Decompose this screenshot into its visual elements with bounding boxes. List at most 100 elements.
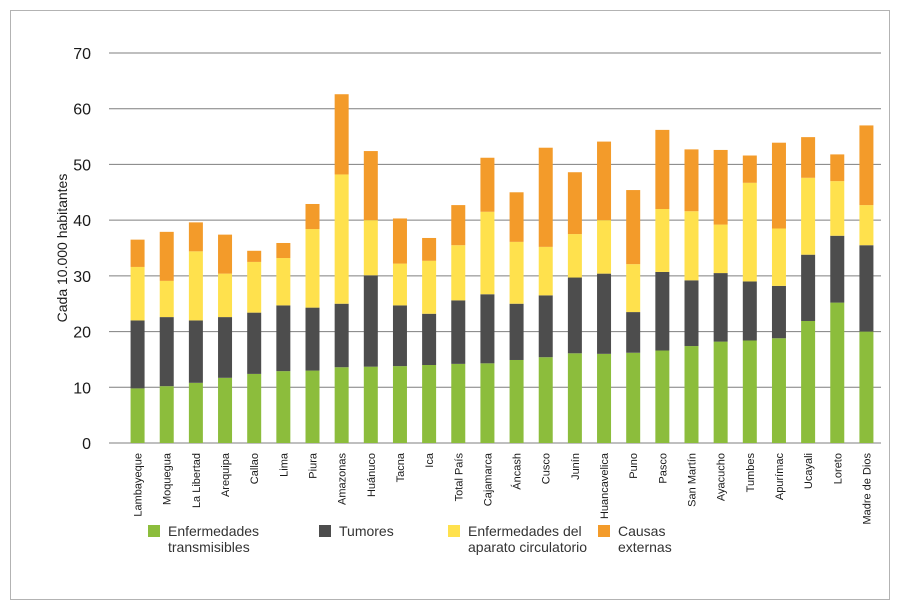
- x-tick-label: Pasco: [657, 453, 669, 484]
- bar-segment: [830, 302, 845, 443]
- legend-swatch: [448, 525, 460, 537]
- bar-segment: [509, 303, 524, 360]
- grid-lines: [109, 52, 881, 444]
- bar-segment: [597, 220, 612, 274]
- bar-segment: [597, 273, 612, 354]
- bar-segment: [655, 209, 670, 272]
- bar-segment: [188, 251, 203, 321]
- bar-segment: [509, 192, 524, 242]
- bar-segment: [626, 352, 641, 443]
- bar-segment: [713, 273, 728, 342]
- bar-segment: [159, 280, 174, 318]
- bar-segment: [771, 338, 786, 443]
- bar-segment: [626, 190, 641, 265]
- x-tick-label: Amazonas: [337, 453, 349, 505]
- bar-segment: [422, 237, 437, 261]
- x-tick-label: Cusco: [541, 453, 553, 484]
- bar-segment: [305, 203, 320, 230]
- x-axis-labels: Lambayeque Moquegua La Libertad Arequipa Cal…: [133, 452, 874, 524]
- bar-segment: [130, 388, 145, 443]
- bar-segment: [859, 205, 874, 246]
- bar-segment: [742, 281, 757, 341]
- bar-segment: [801, 320, 816, 443]
- bar-segment: [830, 181, 845, 236]
- y-tick-label: 0: [82, 436, 91, 453]
- bar-segment: [363, 275, 378, 367]
- bar-segment: [655, 271, 670, 351]
- x-tick-label: Tumbes: [745, 453, 757, 493]
- bar-segment: [538, 357, 553, 443]
- x-tick-label: San Martín: [687, 453, 699, 507]
- bar-segment: [538, 246, 553, 296]
- bar-segment: [509, 359, 524, 443]
- bar-segment: [334, 94, 349, 175]
- bar-segment: [684, 280, 699, 347]
- bar-segment: [509, 241, 524, 304]
- bar-segment: [276, 242, 291, 259]
- bar-segment: [830, 235, 845, 303]
- bar-segment: [159, 386, 174, 443]
- legend-label-line2: externas: [618, 539, 672, 555]
- bar-segment: [218, 377, 233, 443]
- y-tick-label: 30: [73, 269, 91, 286]
- bar-segment: [742, 340, 757, 443]
- y-tick-label: 70: [73, 46, 91, 63]
- bar-segment: [859, 245, 874, 332]
- x-tick-label: Huánuco: [366, 453, 378, 497]
- bar-segment: [422, 313, 437, 365]
- x-tick-label: Piura: [308, 452, 320, 479]
- x-tick-label: Áncash: [511, 453, 524, 490]
- x-tick-label: Apurímac: [774, 453, 786, 501]
- x-tick-label: Tacna: [395, 452, 407, 482]
- bar-segment: [247, 312, 262, 374]
- y-tick-label: 20: [73, 325, 91, 342]
- bar-segment: [684, 346, 699, 443]
- bar-segment: [742, 155, 757, 183]
- y-tick-label: 40: [73, 213, 91, 230]
- bar-segment: [480, 294, 495, 364]
- bar-segment: [742, 182, 757, 282]
- bar-segment: [392, 305, 407, 367]
- bar-segment: [801, 177, 816, 255]
- bar-segment: [130, 239, 145, 267]
- bar-segment: [655, 129, 670, 209]
- bar-segment: [830, 154, 845, 182]
- bar-segment: [334, 174, 349, 304]
- bar-segment: [451, 363, 466, 443]
- x-tick-label: Lambayeque: [133, 453, 145, 517]
- bar-segment: [771, 228, 786, 286]
- bar-segment: [713, 149, 728, 225]
- bar-segment: [159, 317, 174, 387]
- x-tick-label: Junín: [570, 453, 582, 480]
- bar-segment: [713, 224, 728, 274]
- stacked-bar-chart: 0 10 20 30 40 50 60 70 Cada 10.000 habitantes L…: [54, 46, 881, 555]
- x-tick-label: Ayacucho: [716, 453, 728, 501]
- bar-segment: [626, 264, 641, 313]
- bar-segment: [363, 366, 378, 443]
- bar-segment: [480, 363, 495, 443]
- bar-segment: [451, 245, 466, 301]
- bar-segment: [218, 317, 233, 378]
- x-tick-label: Loreto: [832, 453, 844, 484]
- bar-segment: [363, 220, 378, 276]
- legend-swatch: [598, 525, 610, 537]
- legend-label-line2: transmisibles: [168, 539, 250, 555]
- bar-segment: [247, 250, 262, 262]
- bar-segment: [130, 320, 145, 389]
- bars: [130, 94, 874, 443]
- bar-segment: [334, 367, 349, 443]
- bar-segment: [334, 303, 349, 368]
- bar-segment: [392, 263, 407, 306]
- bar-segment: [188, 320, 203, 383]
- bar-segment: [801, 137, 816, 178]
- bar-segment: [859, 331, 874, 443]
- bar-segment: [655, 350, 670, 443]
- bar-segment: [567, 353, 582, 443]
- legend-label: Causas: [618, 523, 665, 539]
- bar-segment: [771, 285, 786, 339]
- bar-segment: [422, 260, 437, 314]
- x-tick-label: Madre de Dios: [861, 453, 873, 525]
- bar-segment: [305, 229, 320, 308]
- bar-segment: [305, 370, 320, 443]
